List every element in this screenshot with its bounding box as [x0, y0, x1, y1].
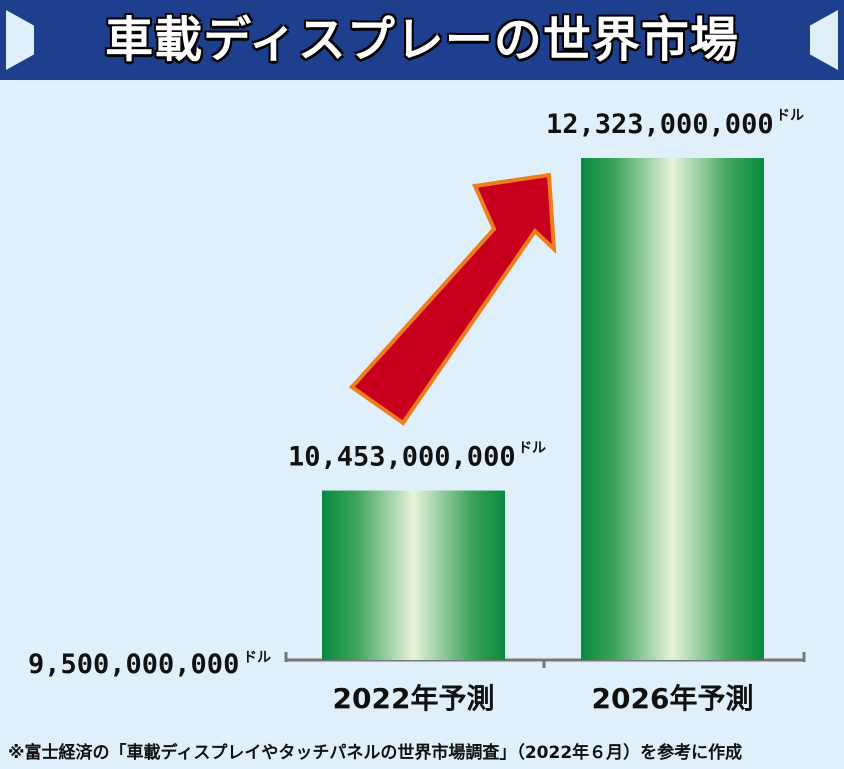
chart-title: 車載ディスプレーの世界市場 — [105, 12, 739, 68]
title-right-triangle — [784, 10, 838, 70]
footnote: ※富士経済の「車載ディスプレイやタッチパネルの世界市場調査」（2022年６月）を… — [8, 743, 743, 763]
category-label-1: 2022年予測 — [333, 682, 495, 715]
title-left-triangle — [6, 10, 60, 70]
value-unit-label-2: ドル — [776, 108, 804, 124]
baseline-unit-label: ドル — [243, 650, 271, 666]
category-label-2: 2026年予測 — [592, 682, 754, 715]
value-label-1: 10,453,000,000 — [288, 442, 516, 473]
title-band — [0, 0, 844, 80]
value-unit-label-1: ドル — [518, 441, 546, 457]
bar-2 — [581, 158, 764, 660]
growth-arrow — [349, 172, 557, 426]
baseline-label: 9,500,000,000 — [28, 649, 239, 680]
value-label-2: 12,323,000,000 — [546, 109, 774, 140]
title-right-triangle-2 — [774, 22, 810, 58]
bar-1 — [322, 490, 505, 660]
title-left-triangle-2 — [34, 22, 70, 58]
